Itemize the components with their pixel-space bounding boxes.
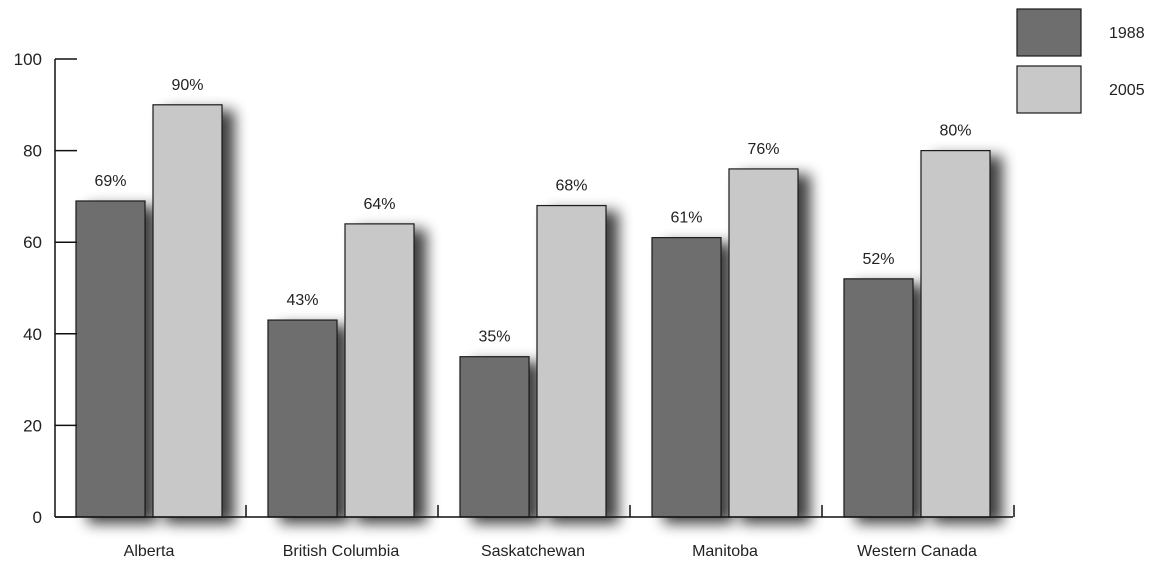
bar-saskatchewan-1988	[460, 357, 529, 517]
category-label-manitoba: Manitoba	[692, 543, 758, 560]
data-label-manitoba-2005: 76%	[747, 141, 779, 158]
bar-manitoba-2005	[729, 169, 798, 517]
bar-manitoba-1988	[652, 238, 721, 517]
category-label-western-canada: Western Canada	[857, 543, 977, 560]
bar-saskatchewan-2005	[537, 206, 606, 517]
data-label-british-columbia-2005: 64%	[363, 196, 395, 213]
legend-swatch-1988	[1017, 9, 1081, 56]
bar-alberta-2005	[153, 105, 222, 517]
legend: 1988 2005	[1017, 9, 1145, 113]
category-label-alberta: Alberta	[124, 543, 175, 560]
bar-british-columbia-2005	[345, 224, 414, 517]
bar-western-canada-2005	[921, 151, 990, 517]
data-label-saskatchewan-2005: 68%	[555, 178, 587, 195]
y-tick-label-80: 80	[23, 142, 42, 161]
y-tick-label-20: 20	[23, 416, 42, 435]
data-label-western-canada-2005: 80%	[939, 123, 971, 140]
bar-british-columbia-1988	[268, 320, 337, 517]
data-label-alberta-2005: 90%	[171, 77, 203, 94]
legend-swatch-2005	[1017, 66, 1081, 113]
category-label-british-columbia: British Columbia	[283, 543, 400, 560]
data-label-saskatchewan-1988: 35%	[478, 329, 510, 346]
y-tick-label-60: 60	[23, 233, 42, 252]
bars-layer	[76, 105, 990, 517]
y-tick-label-100: 100	[14, 50, 42, 69]
bar-alberta-1988	[76, 201, 145, 517]
data-label-british-columbia-1988: 43%	[286, 292, 318, 309]
data-label-alberta-1988: 69%	[94, 173, 126, 190]
legend-label-1988: 1988	[1109, 25, 1145, 42]
y-tick-label-0: 0	[33, 508, 42, 527]
category-label-saskatchewan: Saskatchewan	[481, 543, 585, 560]
data-label-western-canada-1988: 52%	[862, 251, 894, 268]
bar-western-canada-1988	[844, 279, 913, 517]
y-tick-label-40: 40	[23, 325, 42, 344]
legend-label-2005: 2005	[1109, 82, 1145, 99]
data-label-manitoba-1988: 61%	[670, 210, 702, 227]
